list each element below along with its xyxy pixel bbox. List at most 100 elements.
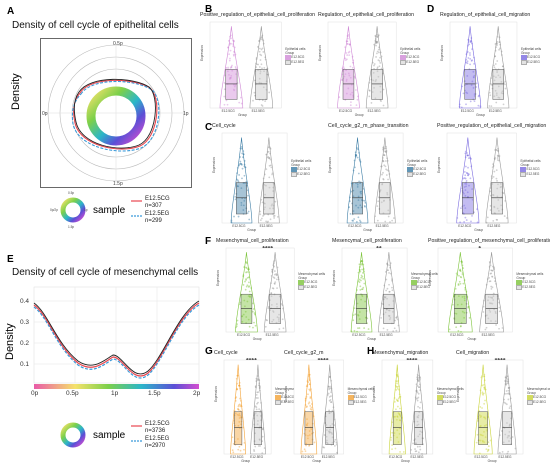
panel-h2-point xyxy=(487,448,490,451)
panel-h2-box xyxy=(478,411,488,445)
panel-c2-point xyxy=(382,178,385,181)
panel-g1-point xyxy=(257,420,259,422)
panel-b1-point xyxy=(261,99,264,102)
panel-f3-xcat-0: E12.5CG xyxy=(450,333,464,337)
panel-h2-point xyxy=(489,439,492,442)
panel-g2-point xyxy=(325,439,328,442)
panel-c1-point xyxy=(270,166,273,169)
panel-h1-point xyxy=(395,408,397,411)
panel-f2-point xyxy=(358,318,361,320)
panel-c1-point xyxy=(259,210,262,213)
panel-f1-point xyxy=(274,281,277,284)
panel-h2-point xyxy=(485,423,488,426)
panel-g2-legend-swatch xyxy=(347,400,354,406)
panel-d-legend-swatch xyxy=(520,59,527,65)
panel-f3-point xyxy=(485,326,488,329)
panel-h1-point xyxy=(417,423,420,426)
panel-c3-point xyxy=(493,205,496,208)
e-xtick-2: 1p xyxy=(111,390,119,397)
panel-b1-point xyxy=(260,63,263,66)
panel-f3-point xyxy=(491,297,494,300)
panel-f2-violin xyxy=(378,252,400,333)
panel-g1-point xyxy=(259,419,262,422)
panel-b1-point xyxy=(229,66,232,69)
panel-b2-point xyxy=(344,57,347,60)
panel-f1-point xyxy=(281,318,284,321)
panel-h1-point xyxy=(397,412,400,415)
panel-c3-xcat-1: E12.5EG xyxy=(487,224,501,228)
panel-b1-point xyxy=(240,102,243,105)
panel-b2-point xyxy=(345,80,348,82)
panel-g2-point xyxy=(330,431,333,434)
panel-c3-point xyxy=(496,157,499,159)
panel-a-key-wheel xyxy=(60,197,86,223)
panel-b2-violin xyxy=(365,26,389,109)
panel-g1-point xyxy=(239,397,241,400)
panel-d-point xyxy=(493,66,496,69)
panel-f2-point xyxy=(362,286,365,289)
panel-h1-point xyxy=(396,382,398,385)
panel-b1-point xyxy=(227,66,229,69)
panel-h2-point xyxy=(483,388,486,391)
panel-g1-xlabel: Group xyxy=(241,459,251,463)
panel-f1-point xyxy=(251,310,254,313)
panel-c2-point xyxy=(351,219,354,222)
panel-f3-point xyxy=(463,299,466,302)
panel-h1-point xyxy=(416,445,419,448)
panel-letter-e: E xyxy=(7,254,14,265)
panel-c2-point xyxy=(356,185,359,188)
panel-h1-point xyxy=(398,413,401,416)
panel-g1-point xyxy=(259,425,262,428)
panel-b2-point xyxy=(375,40,378,43)
panel-b1-xcat-1: E12.5EG xyxy=(251,109,265,113)
panel-b2-point xyxy=(375,41,378,44)
panel-h1-point xyxy=(396,405,399,408)
panel-f3-point xyxy=(491,275,493,278)
panel-c3-point xyxy=(497,199,500,201)
panel-d-point xyxy=(500,92,503,94)
panel-d-point xyxy=(496,69,498,72)
panel-d-point xyxy=(502,103,505,106)
panel-f3-point xyxy=(463,297,466,300)
panel-c3-point xyxy=(466,172,469,175)
panel-f1-legend-swatch xyxy=(298,284,305,290)
ring-label-top: 0.5p xyxy=(113,41,123,47)
panel-f1-point xyxy=(236,323,238,326)
panel-g2-plot-area xyxy=(293,359,344,455)
panel-h2-legend-group: Group xyxy=(527,391,536,396)
panel-b2-point xyxy=(368,89,371,92)
panel-b1-point xyxy=(257,63,260,66)
panel-b1-box xyxy=(255,69,268,100)
panel-f1-legend-item-0: E12.5CG xyxy=(304,279,318,284)
panel-f2-point xyxy=(389,316,392,319)
panel-b2-point xyxy=(377,51,380,54)
panel-g1-violin xyxy=(230,364,246,455)
panel-g1-point xyxy=(238,413,241,415)
panel-c3-ylabel: Expression xyxy=(437,157,441,174)
panel-c1-point xyxy=(271,173,274,176)
panel-c3-legend-item-1: E12.5EG xyxy=(526,171,540,176)
panel-b1-plot xyxy=(209,21,282,109)
panel-h2-point xyxy=(478,414,481,417)
panel-g2-point xyxy=(331,433,334,435)
panel-g1-box xyxy=(253,411,262,445)
panel-c3-point xyxy=(463,192,465,195)
panel-g2-point xyxy=(328,431,331,434)
panel-g2-point xyxy=(310,432,313,435)
panel-c2-point xyxy=(383,164,386,167)
panel-h2-point xyxy=(479,433,482,436)
panel-f1-point xyxy=(253,321,255,324)
panel-g2-point xyxy=(330,401,332,404)
panel-c2-legend-swatch xyxy=(407,171,414,177)
panel-h2-point xyxy=(509,417,512,420)
panel-b2-point xyxy=(379,91,382,93)
panel-f3-point xyxy=(494,320,497,323)
panel-c3-point xyxy=(496,187,499,190)
panel-c3-violin xyxy=(485,137,509,224)
panel-c3-point xyxy=(497,155,500,158)
panel-h1-legend-swatch xyxy=(436,400,443,406)
panel-c2-point xyxy=(363,199,366,202)
panel-b2-point xyxy=(376,67,379,70)
panel-c1-legend-item-1: E12.5EG xyxy=(297,171,311,176)
panel-g2-point xyxy=(327,392,330,395)
